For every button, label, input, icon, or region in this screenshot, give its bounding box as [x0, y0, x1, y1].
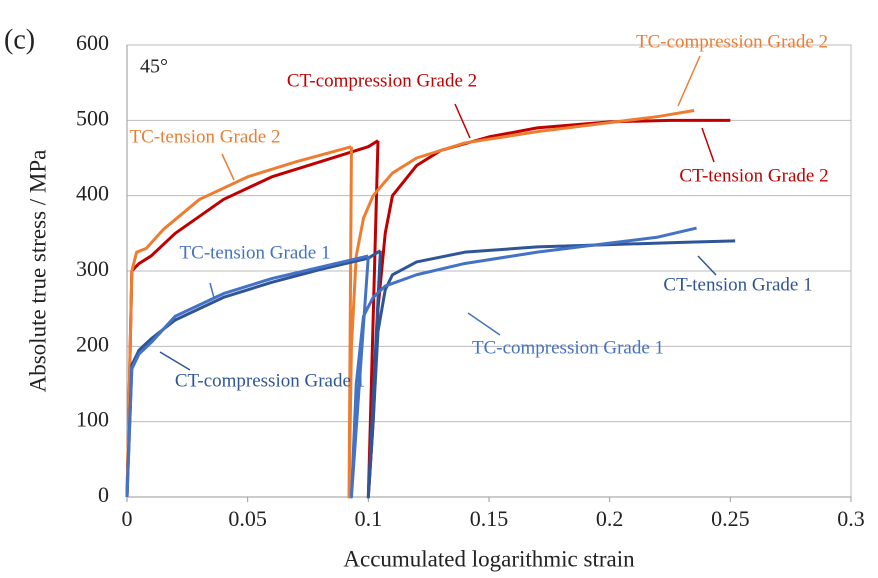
y-tick-label: 0	[98, 482, 109, 507]
series-label: CT-compression Grade 2	[287, 70, 477, 91]
series-label: CT-compression Grade 1	[175, 370, 365, 391]
label-leader	[221, 153, 235, 181]
panel-label: (c)	[4, 24, 35, 55]
y-tick-label: 300	[76, 256, 109, 281]
label-leader	[209, 282, 215, 299]
x-tick-label: 0.3	[837, 506, 865, 531]
series-line	[125, 254, 369, 498]
angle-annotation: 45°	[140, 56, 168, 78]
series-line	[366, 239, 736, 499]
y-tick-label: 200	[76, 331, 109, 356]
series-line	[347, 109, 695, 499]
y-axis-label: Absolute true stress / MPa	[25, 150, 50, 393]
y-tick-label: 500	[76, 105, 109, 130]
series-label: TC-tension Grade 2	[130, 126, 281, 147]
series-line	[125, 139, 379, 498]
label-leader	[701, 127, 715, 163]
label-leader	[697, 255, 717, 276]
x-tick-label: 0.1	[355, 506, 383, 531]
x-tick-label: 0.05	[228, 506, 267, 531]
x-tick-label: 0.2	[596, 506, 624, 531]
y-tick-label: 400	[76, 181, 109, 206]
series-line	[125, 249, 382, 498]
label-leader	[677, 55, 701, 107]
label-leader	[467, 312, 501, 336]
x-tick-label: 0.25	[711, 506, 750, 531]
y-tick-label: 600	[76, 30, 109, 55]
series-label: TC-compression Grade 1	[472, 337, 664, 358]
series-label: CT-tension Grade 1	[663, 274, 812, 295]
series-label: TC-tension Grade 1	[180, 242, 331, 263]
series-line	[366, 118, 731, 499]
y-tick-label: 100	[76, 407, 109, 432]
x-tick-label: 0.15	[470, 506, 509, 531]
series-line	[349, 226, 697, 499]
series-label: TC-compression Grade 2	[636, 31, 828, 52]
label-leader	[159, 351, 191, 371]
x-axis-label: Accumulated logarithmic strain	[343, 546, 635, 571]
series-line	[125, 145, 352, 498]
series-label: CT-tension Grade 2	[679, 165, 828, 186]
x-tick-label: 0	[122, 506, 133, 531]
label-leader	[454, 103, 471, 139]
